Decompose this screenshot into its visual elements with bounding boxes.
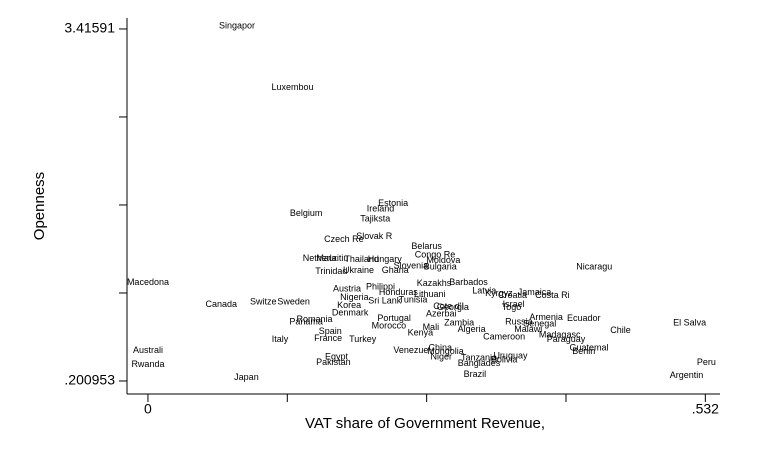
y-axis-title: Openness xyxy=(31,172,48,240)
point-label: Slovenia xyxy=(394,260,429,270)
point-label: Korea xyxy=(337,300,361,310)
point-label: Hungary xyxy=(368,254,403,264)
point-label: Trinidad xyxy=(315,266,347,276)
x-axis-title: VAT share of Government Revenue, xyxy=(305,415,545,432)
point-label: Japan xyxy=(234,372,259,382)
point-label: Czech Re xyxy=(324,234,364,244)
point-label: Latvia xyxy=(472,286,496,296)
point-label: Portugal xyxy=(377,313,411,323)
point-label: Belarus xyxy=(411,241,442,251)
point-label: Venezue xyxy=(393,345,428,355)
point-label: Netherla xyxy=(303,253,337,263)
point-label: Madagasc xyxy=(539,329,581,339)
point-label: Kyrgyz xyxy=(485,288,513,298)
y-tick-label: .200953 xyxy=(64,372,115,388)
point-label: Sri Lank xyxy=(368,296,402,306)
point-label: Moldova xyxy=(426,255,460,265)
point-label: Guatemal xyxy=(570,343,609,353)
point-label: Spain xyxy=(319,326,342,336)
point-label: Peru xyxy=(697,357,716,367)
point-label: Kazakhs xyxy=(417,278,452,288)
point-label: Singapor xyxy=(219,21,255,31)
point-label: China xyxy=(429,343,453,353)
point-label: Mali xyxy=(423,322,440,332)
point-label: Zambia xyxy=(444,317,474,327)
point-label: Tajiksta xyxy=(360,213,390,223)
point-label: Bolivia xyxy=(491,355,518,365)
point-label: El Salva xyxy=(673,317,706,327)
point-label: Paraguay xyxy=(547,334,586,344)
point-label: Pakistan xyxy=(316,357,351,367)
point-label: France xyxy=(314,333,342,343)
point-label: Israel xyxy=(503,299,525,309)
x-tick-label: .532 xyxy=(692,401,719,417)
point-label: Denmark xyxy=(332,308,369,318)
point-label: Senegal xyxy=(523,319,556,329)
point-label: Nigeria xyxy=(340,292,369,302)
point-label: Philippi xyxy=(366,281,395,291)
point-label: Cameroon xyxy=(483,332,525,342)
point-label: Tanzania xyxy=(461,352,497,362)
point-label: Switze xyxy=(250,297,277,307)
point-label: Chile xyxy=(610,325,631,335)
point-label: Australi xyxy=(133,345,163,355)
point-label: Panama xyxy=(289,316,323,326)
point-label: Morocco xyxy=(372,321,407,331)
point-label: Costa Ri xyxy=(535,290,570,300)
point-label: Macedona xyxy=(127,277,169,287)
y-tick-label: 3.41591 xyxy=(64,20,115,36)
point-label: Bulgaria xyxy=(424,262,457,272)
point-label: Algeria xyxy=(458,324,486,334)
point-label: Malawi xyxy=(514,324,542,334)
point-label: Azerbai xyxy=(426,309,457,319)
point-label: Romania xyxy=(297,314,333,324)
point-label: Jamaica xyxy=(518,287,552,297)
point-label: Ukraine xyxy=(343,265,374,275)
point-label: Benin xyxy=(572,346,595,356)
point-label: Ireland xyxy=(367,204,395,214)
point-label: Russia xyxy=(505,316,533,326)
point-label: Barbados xyxy=(449,277,488,287)
point-label: Cote d'I xyxy=(433,301,464,311)
point-label: Mauritiu xyxy=(316,253,348,263)
point-label: Tunisia xyxy=(399,294,428,304)
point-label: Honduras xyxy=(379,287,419,297)
point-label: Rwanda xyxy=(131,359,164,369)
point-label: Uruguay xyxy=(493,350,528,360)
point-label: Thailand xyxy=(344,254,379,264)
point-label: Georgia xyxy=(437,302,469,312)
point-label: Estonia xyxy=(378,198,408,208)
point-label: Lithuani xyxy=(414,289,446,299)
point-label: Mongolia xyxy=(427,346,464,356)
point-label: Slovak R xyxy=(356,231,393,241)
point-label: Luxembou xyxy=(272,82,314,92)
point-label: Turkey xyxy=(349,334,377,344)
point-label: Austria xyxy=(333,283,361,293)
x-tick-label: 0 xyxy=(144,401,152,417)
point-label: Argentin xyxy=(670,370,704,380)
point-label: Croatia xyxy=(498,290,527,300)
point-label: Niger xyxy=(431,351,453,361)
point-label: Kenya xyxy=(408,327,434,337)
point-label: Congo Re xyxy=(415,250,456,260)
point-label: Ecuador xyxy=(567,313,601,323)
point-label: Armenia xyxy=(529,312,563,322)
point-label: Brazil xyxy=(464,369,487,379)
point-label: Banglades xyxy=(458,358,501,368)
point-label: Belgium xyxy=(290,208,323,218)
point-label: Nicaragu xyxy=(576,262,612,272)
point-label: Italy xyxy=(272,334,289,344)
point-label: Ghana xyxy=(382,265,409,275)
point-label: Canada xyxy=(206,299,238,309)
point-label: Sweden xyxy=(277,297,310,307)
point-label: Egypt xyxy=(325,351,349,361)
point-label: Togo xyxy=(502,302,522,312)
